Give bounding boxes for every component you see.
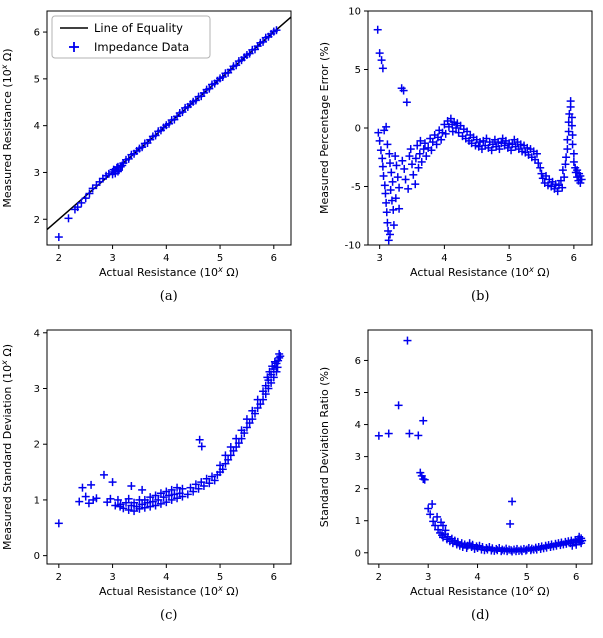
svg-text:4: 4 (33, 328, 39, 339)
svg-text:6: 6 (355, 356, 361, 367)
svg-text:5: 5 (217, 572, 223, 583)
svg-text:5: 5 (355, 388, 361, 399)
caption-d: (d) (471, 608, 490, 623)
svg-text:Impedance Data: Impedance Data (94, 40, 189, 54)
svg-text:2: 2 (33, 440, 39, 451)
svg-text:10: 10 (349, 7, 362, 18)
svg-text:5: 5 (217, 253, 223, 264)
svg-text:5: 5 (524, 572, 530, 583)
svg-text:3: 3 (109, 253, 115, 264)
svg-text:2: 2 (55, 572, 61, 583)
svg-text:6: 6 (270, 572, 276, 583)
subplot-c: 2 3 4 5 6 0 1 2 3 4 Actual Resistance (10x Ω) Measu… (0, 319, 302, 638)
svg-text:6: 6 (573, 572, 579, 583)
caption-c: (c) (160, 608, 178, 623)
caption-a: (a) (159, 289, 178, 304)
svg-text:Measured Percentage Error (%): Measured Percentage Error (%) (318, 42, 331, 214)
svg-text:3: 3 (33, 168, 39, 179)
svg-text:3: 3 (109, 572, 115, 583)
svg-text:3: 3 (355, 452, 361, 463)
svg-text:Actual Resistance (10x Ω): Actual Resistance (10x Ω) (99, 265, 239, 279)
svg-text:6: 6 (571, 253, 577, 264)
caption-b: (b) (471, 289, 490, 304)
svg-text:2: 2 (376, 572, 382, 583)
svg-text:2: 2 (33, 215, 39, 226)
svg-text:4: 4 (33, 121, 39, 132)
svg-text:3: 3 (33, 384, 39, 395)
svg-text:1: 1 (33, 495, 39, 506)
svg-text:3: 3 (377, 253, 383, 264)
svg-text:Measured Resistance (10x Ω): Measured Resistance (10x Ω) (1, 48, 14, 207)
chart-b-plot: 3 4 5 6 -10 -5 0 5 10 Actual Resistance (10x Ω) Me… (318, 7, 593, 279)
svg-text:5: 5 (33, 74, 39, 85)
svg-text:0: 0 (355, 124, 361, 135)
svg-text:-10: -10 (345, 241, 361, 252)
svg-text:5: 5 (355, 65, 361, 76)
svg-text:4: 4 (355, 420, 361, 431)
subplot-a: 2 3 4 5 6 2 3 4 5 6 Actual Resistance (10x Ω) Measu… (0, 0, 302, 319)
svg-text:0: 0 (33, 551, 39, 562)
svg-text:Standard Deviation Ratio (%): Standard Deviation Ratio (%) (318, 367, 331, 527)
svg-text:5: 5 (506, 253, 512, 264)
svg-text:4: 4 (163, 572, 169, 583)
subplot-b: 3 4 5 6 -10 -5 0 5 10 Actual Resistance (10x Ω) Me… (302, 0, 603, 319)
svg-text:0: 0 (355, 548, 361, 559)
subplot-d: 2 3 4 5 6 0 1 2 3 4 5 6 Actual Resistance (10x Ω) Sta… (302, 319, 603, 638)
svg-text:Actual Resistance (10x Ω): Actual Resistance (10x Ω) (99, 584, 239, 598)
svg-text:2: 2 (355, 484, 361, 495)
svg-text:6: 6 (33, 28, 39, 39)
svg-text:4: 4 (441, 253, 447, 264)
svg-text:6: 6 (270, 253, 276, 264)
svg-text:Measured Standard Deviation (1: Measured Standard Deviation (10x Ω) (1, 344, 14, 550)
svg-text:2: 2 (55, 253, 61, 264)
svg-text:4: 4 (475, 572, 481, 583)
svg-text:Actual Resistance (10x Ω): Actual Resistance (10x Ω) (410, 265, 550, 279)
chart-d-plot: 2 3 4 5 6 0 1 2 3 4 5 6 Actual Resistance (10x Ω) Sta… (318, 329, 593, 598)
chart-a-plot: 2 3 4 5 6 2 3 4 5 6 Actual Resistance (10x Ω) Measu… (1, 10, 292, 279)
svg-text:Line of Equality: Line of Equality (94, 21, 183, 35)
svg-text:4: 4 (163, 253, 169, 264)
svg-text:Actual Resistance (10x Ω): Actual Resistance (10x Ω) (410, 584, 550, 598)
svg-text:-5: -5 (351, 182, 361, 193)
svg-text:1: 1 (355, 516, 361, 527)
svg-text:3: 3 (425, 572, 431, 583)
